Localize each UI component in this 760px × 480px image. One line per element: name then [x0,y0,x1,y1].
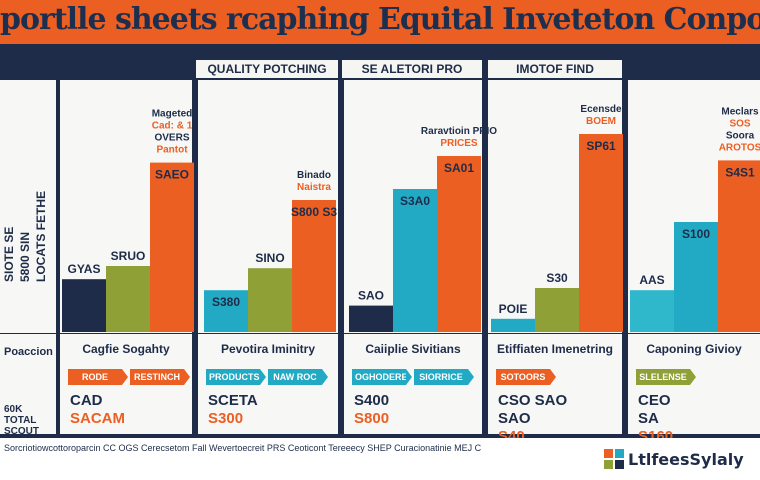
price-3-2: S800 [354,410,390,427]
bar-1-2 [106,266,150,332]
annotation-1-3: OVERS [154,133,189,144]
bar-4-2 [535,288,579,332]
brand-logo: LtlfeesSylaly [604,448,744,470]
price-5-1: CEO [638,392,671,409]
bar-value-label-2-1: S380 [212,295,240,309]
title-banner: portlle sheets rcaphing Equital Inveteto… [0,0,760,44]
header-selector: SE ALETORI PRO [342,60,482,78]
annotation-5-4: AROTOS [719,142,760,153]
legend-flag-1-2: RESTINCH [130,369,190,385]
annotation-3-2: PRICES [440,138,478,149]
bar-value-label-3-2: S3A0 [400,194,430,208]
price-4-1: CSO SAO [498,392,568,409]
bar-4-1 [491,318,535,332]
bar-value-label-3-3: SA01 [444,161,474,175]
bar-value-label-4-1: POIE [499,302,528,316]
annotation-4-2: BOEM [586,116,616,127]
bar-5-2 [674,222,718,332]
group-name-1: Cagfie Sogahty [82,342,170,356]
legend-flag-5-1: SLELENSE [636,369,696,385]
group-name-5: Caponing Givioy [646,342,742,356]
header-find: IMOTOF FIND [488,60,622,78]
header-quality: QUALITY POTCHING [196,60,338,78]
legend-flag-2-2: NAW ROC [268,369,328,385]
price-4-2: SAO [498,410,531,427]
bar-value-label-1-3: SAEO [155,168,189,182]
annotation-2-1: Binado [297,170,331,181]
row-label: Poaccion [4,346,53,358]
price-1-2: SACAM [70,410,125,427]
bar-value-label-5-2: S100 [682,227,710,241]
group-name-3: Caiiplie Sivitians [365,342,461,356]
annotation-1-2: Cad: & 1 [152,121,193,132]
price-5-2: SA [638,410,659,427]
bar-3-2 [393,189,437,332]
legend-flag-4-1: SOTOORS [496,369,556,385]
annotation-5-1: Meclars [721,106,759,117]
bar-5-3 [718,160,760,332]
group-name-2: Pevotira Iminitry [220,342,316,356]
annotation-5-2: SOS [729,118,750,129]
bar-3-1 [349,305,393,332]
footer: Sorcriotiowcottoroparcin CC OGS Cerecset… [0,438,760,480]
price-1-1: CAD [70,392,103,409]
legend-divider [0,333,760,334]
brand-name: LtlfeesSylaly [628,449,744,469]
bar-1-1 [62,279,106,332]
legend-flag-2-1: PRODUCTS [206,369,266,385]
bar-value-label-4-3: SP61 [586,139,616,153]
bar-value-label-5-3: S4S1 [725,165,755,179]
price-2-1: SCETA [208,392,258,409]
bar-value-label-1-1: GYAS [68,262,101,276]
bar-value-label-4-2: S30 [546,271,568,285]
bar-value-label-2-3: S800 S3 [291,205,337,219]
y-axis-panel [0,80,56,434]
legend-flag-3-1: OGHODERED [352,369,414,385]
bar-value-label-3-1: SAO [358,289,384,303]
price-2-2: S300 [208,410,244,427]
lower-note: 60K TOTAL SCOUT [4,404,39,437]
bar-4-3 [579,134,623,332]
bar-3-3 [437,156,481,332]
annotation-1-1: Mageted [152,109,193,120]
annotation-5-3: Soora [726,130,755,141]
price-3-1: S400 [354,392,390,409]
bar-value-label-5-1: AAS [639,273,664,287]
legend-flag-3-2: SIORRICE [414,369,474,385]
annotation-4-1: Ecensde [580,104,622,115]
bar-2-3 [292,200,336,332]
annotation-1-4: Pantot [156,145,188,156]
chart-title: portlle sheets rcaphing Equital Inveteto… [0,2,760,37]
bar-value-label-1-2: SRUO [111,249,146,263]
bar-2-1 [204,290,248,332]
bar-1-3 [150,162,194,332]
bar-5-1 [630,290,674,332]
bar-2-2 [248,268,292,332]
footer-text: Sorcriotiowcottoroparcin CC OGS Cerecset… [4,443,482,453]
group-name-4: Etiffiaten Imenetring [496,342,613,356]
bar-value-label-2-2: SINO [255,251,284,265]
legend-flag-1-1: RODE [68,369,128,385]
brand-mark-icon [604,449,624,469]
annotation-2-2: Naistra [297,182,331,193]
annotation-3-1: Raravtioin PRIO [421,126,497,137]
